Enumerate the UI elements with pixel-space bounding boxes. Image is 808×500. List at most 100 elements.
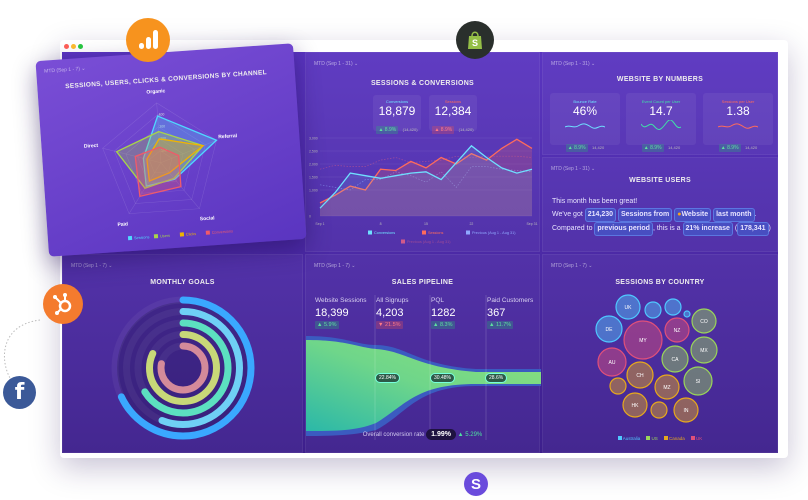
legend-item: Conversions bbox=[368, 230, 395, 235]
goal-progress-ring bbox=[157, 342, 209, 394]
sales-pipeline-panel: MTD (Sep 1 - 7) ⌄ SALES PIPELINE Website… bbox=[305, 254, 541, 453]
pipeline-stage: Website Sessions 18,399 ▲ 5.9% bbox=[315, 297, 367, 329]
radar-card: MTD (Sep 1 - 7) ⌄ SESSIONS, USERS, CLICK… bbox=[35, 43, 307, 257]
legend-label: Conversions bbox=[374, 231, 395, 235]
bubble-label: SI bbox=[696, 379, 701, 385]
date-filter[interactable]: MTD (Sep 1 - 31) ⌄ bbox=[551, 166, 596, 172]
stat-label: Sessions bbox=[444, 99, 462, 104]
legend-label: Canada bbox=[669, 436, 685, 441]
date-filter[interactable]: MTD (Sep 1 - 7) ⌄ bbox=[71, 263, 113, 269]
date-filter[interactable]: MTD (Sep 1 - 31) ⌄ bbox=[551, 61, 596, 67]
bubble-circle bbox=[683, 310, 691, 318]
legend-item[interactable]: US bbox=[646, 436, 658, 441]
metric-box: Sessions per User 1.38 ▲ 8.9% 14,420 bbox=[703, 93, 773, 152]
bubble-chart: UK DE MY NZ CO AU CA MX CH MZ SI HK IN bbox=[595, 294, 718, 423]
country-bubble: CA bbox=[661, 345, 689, 373]
legend-label: Sessions bbox=[428, 231, 444, 235]
panel-title: MONTHLY GOALS bbox=[150, 279, 215, 286]
stage-value: 1282 bbox=[431, 307, 456, 319]
series-line-sessions bbox=[319, 138, 533, 204]
stage-label: Website Sessions bbox=[315, 297, 367, 304]
date-filter[interactable]: MTD (Sep 1 - 31) ⌄ bbox=[314, 61, 359, 67]
text: , this is a bbox=[652, 225, 681, 232]
panel-title: WEBSITE BY NUMBERS bbox=[616, 76, 704, 83]
legend-checkbox-icon bbox=[690, 436, 695, 440]
sparkline bbox=[717, 123, 759, 129]
line-chart: 3,000 2,500 2,000 1,500 1,000 0 Sep 1 8 15 22 Sep … bbox=[309, 137, 538, 245]
legend-checkbox-icon bbox=[179, 232, 185, 237]
bubble-circle bbox=[664, 298, 682, 316]
narrative-line: This month has been great! bbox=[552, 198, 638, 205]
legend-checkbox-icon bbox=[646, 436, 651, 440]
bubble-circle bbox=[622, 392, 648, 418]
stat-value: 12,384 bbox=[434, 104, 472, 118]
maximize-dot[interactable] bbox=[78, 44, 83, 49]
stage-value: 4,203 bbox=[376, 307, 404, 319]
legend-label: Previous (Aug 1 - Aug 31) bbox=[407, 240, 451, 244]
bubble-circle bbox=[650, 401, 668, 419]
country-bubble: SI bbox=[683, 366, 713, 396]
source-label: Website bbox=[681, 211, 709, 218]
radar-category-label: Paid bbox=[117, 221, 128, 228]
legend-item[interactable]: UK bbox=[690, 436, 702, 441]
series-line-previous-aug-aug- bbox=[319, 166, 533, 191]
radar-category-label: Referral bbox=[218, 133, 238, 140]
bubble-label: MX bbox=[700, 348, 708, 354]
minimize-dot[interactable] bbox=[71, 44, 76, 49]
date-filter[interactable]: MTD (Sep 1 - 7) ⌄ bbox=[314, 263, 356, 269]
stage-change: ▲ 8.3% bbox=[431, 321, 455, 329]
bubble-circle bbox=[623, 320, 663, 360]
bubble-circle bbox=[644, 301, 662, 319]
prev-pill[interactable]: 178,341 bbox=[737, 222, 769, 236]
period-pill[interactable]: previous period bbox=[594, 222, 653, 236]
bubble-label: UK bbox=[625, 305, 633, 311]
bubble-label: HK bbox=[632, 403, 640, 409]
bubble-label: MY bbox=[639, 338, 647, 344]
metric-prev: 14,420 bbox=[667, 145, 681, 150]
country-bubble: MY bbox=[623, 320, 663, 360]
stat-change: ▲ 8.9% bbox=[432, 126, 455, 134]
stat-prev: (14,420) bbox=[402, 127, 418, 132]
metric-box: Event Count per User 14.7 ▲ 8.9% 14,420 bbox=[626, 93, 696, 152]
legend-label: Conversions bbox=[212, 229, 233, 234]
narrative-text: This month has been great! We've got 214… bbox=[552, 196, 771, 236]
monthly-goals-panel: MTD (Sep 1 - 7) ⌄ MONTHLY GOALS bbox=[62, 254, 303, 453]
change-pill[interactable]: 21% increase bbox=[682, 222, 733, 236]
legend-checkbox-icon bbox=[422, 230, 426, 235]
dashboard-grid: MTD (Sep 1 - 31) ⌄ SESSIONS & CONVERSION… bbox=[62, 52, 778, 453]
metric-change: ▲ 8.9% bbox=[565, 144, 588, 152]
stat-change: ▲ 8.9% bbox=[376, 126, 399, 134]
legend-label: Clicks bbox=[186, 232, 196, 237]
radar-category-label: Social bbox=[200, 215, 216, 222]
legend-item[interactable]: Australia bbox=[617, 436, 640, 441]
overall-conversion: Overall conversion rate 1.99% ▲ 5.29% bbox=[306, 429, 539, 440]
bubble-circle bbox=[683, 366, 713, 396]
pipeline-stage: Paid Customers 367 ▲ 11.7% bbox=[487, 297, 533, 329]
stage-change: ▲ 11.7% bbox=[487, 321, 514, 329]
hubspot-logo bbox=[43, 284, 83, 324]
website-numbers-panel: MTD (Sep 1 - 31) ⌄ WEBSITE BY NUMBERS Bo… bbox=[542, 52, 778, 155]
bubble-label: NZ bbox=[674, 328, 681, 334]
close-dot[interactable] bbox=[64, 44, 69, 49]
metric-pill[interactable]: Sessions from bbox=[618, 208, 673, 222]
metric-label: Bounce Rate bbox=[573, 99, 597, 104]
radar-axis bbox=[102, 147, 161, 163]
bubble-circle bbox=[654, 374, 680, 400]
goal-progress-ring bbox=[111, 296, 255, 440]
country-bubble: HK bbox=[622, 392, 648, 418]
website-source-icon: ● bbox=[677, 211, 682, 218]
value-pill[interactable]: 214,230 bbox=[584, 208, 617, 222]
period-pill[interactable]: last month bbox=[713, 208, 755, 222]
stat-value: 18,879 bbox=[378, 104, 416, 118]
series-line-conversions bbox=[319, 144, 533, 209]
bubble-circle bbox=[673, 397, 699, 423]
legend-item[interactable]: Canada bbox=[663, 436, 685, 441]
metric-change: ▲ 8.9% bbox=[641, 144, 664, 152]
source-pill[interactable]: ●Website bbox=[674, 208, 712, 222]
sparkline bbox=[564, 123, 606, 129]
legend-label: US bbox=[651, 436, 658, 441]
date-filter[interactable]: MTD (Sep 1 - 7) ⌄ bbox=[551, 263, 593, 269]
series-area bbox=[320, 145, 532, 216]
country-bubble bbox=[683, 310, 691, 318]
radar-axis bbox=[156, 102, 162, 163]
